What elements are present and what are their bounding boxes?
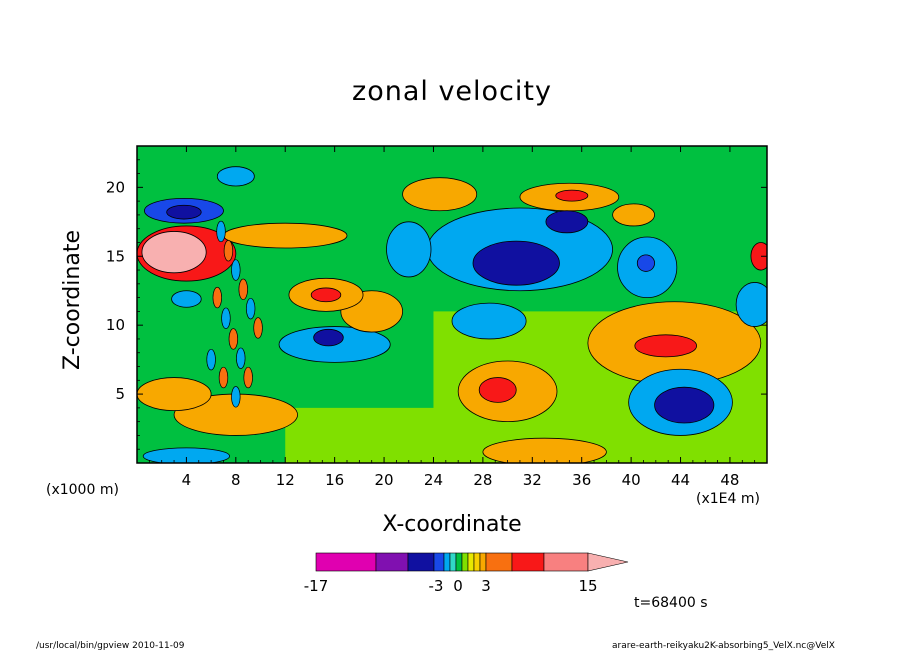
colorbar-extension-arrow <box>587 552 629 572</box>
wave-cell-10 <box>231 259 241 281</box>
contour-region-21 <box>735 282 767 327</box>
y-tick-label: 15 <box>106 247 125 265</box>
wave-cell-7 <box>231 386 241 408</box>
colorbar-segment-3 <box>433 552 445 572</box>
colorbar-tick-label: 0 <box>453 577 463 595</box>
contour-region-7 <box>472 240 560 286</box>
colorbar-segment-4 <box>443 552 451 572</box>
wave-cell-12 <box>245 297 256 320</box>
contour-region-17 <box>402 177 478 212</box>
footer-left: /usr/local/bin/gpview 2010-11-09 <box>36 641 185 651</box>
time-label: t=68400 s <box>634 595 708 611</box>
x-tick-label: 4 <box>182 471 192 489</box>
contour-region-33 <box>555 189 589 202</box>
contour-region-29 <box>171 290 202 308</box>
contour-region-10 <box>223 222 348 249</box>
x-tick-label: 24 <box>424 471 443 489</box>
x-tick-label: 20 <box>375 471 394 489</box>
x-tick-label: 48 <box>720 471 739 489</box>
colorbar-segment-6 <box>455 552 463 572</box>
contour-region-27 <box>216 166 255 187</box>
wave-cell-3 <box>236 347 246 369</box>
colorbar-segment-13 <box>543 552 589 572</box>
wave-cell-9 <box>223 240 234 262</box>
contour-region-15 <box>386 221 432 278</box>
wave-cell-13 <box>253 317 263 339</box>
contour-region-24 <box>545 210 589 234</box>
x-tick-label: 40 <box>622 471 641 489</box>
wave-cell-8 <box>216 220 226 243</box>
wave-cell-1 <box>221 307 231 329</box>
x-tick-label: 36 <box>572 471 591 489</box>
colorbar-tick-label: 15 <box>578 577 597 595</box>
plot-frame <box>136 145 768 464</box>
colorbar-segment-2 <box>407 552 435 572</box>
contour-region-13 <box>451 302 527 340</box>
colorbar-tick-label: 3 <box>481 577 491 595</box>
colorbar-tick-label: -3 <box>429 577 444 595</box>
x-tick-label: 32 <box>523 471 542 489</box>
y-tick-label: 5 <box>115 385 125 403</box>
contour-region-30 <box>313 328 344 347</box>
contour-region-23 <box>634 334 697 358</box>
contour-region-9 <box>482 437 607 463</box>
colorbar-segment-9 <box>473 552 481 572</box>
chart-title: zonal velocity <box>352 76 552 107</box>
contour-region-34 <box>636 254 655 272</box>
wave-cell-11 <box>238 278 248 301</box>
x-tick-label: 28 <box>473 471 492 489</box>
contour-region-12 <box>141 231 207 274</box>
contour-region-31 <box>166 204 202 220</box>
footer-right: arare-earth-reikyaku2K-absorbing5_VelX.n… <box>612 641 835 651</box>
colorbar-segment-5 <box>449 552 457 572</box>
contour-region-26 <box>478 377 517 403</box>
contour-region-19 <box>654 386 715 424</box>
colorbar-segment-7 <box>461 552 469 572</box>
y-tick-label: 20 <box>106 178 125 196</box>
colorbar-segment-10 <box>479 552 487 572</box>
colorbar-tick-label: -17 <box>304 577 329 595</box>
x-tick-label: 8 <box>231 471 241 489</box>
contour-region-22 <box>142 447 231 463</box>
colorbar-segment-8 <box>467 552 475 572</box>
colorbar-segment-11 <box>485 552 513 572</box>
contour-region-18 <box>137 377 212 412</box>
x-unit-label: (x1E4 m) <box>696 491 760 507</box>
contour-region-25 <box>612 203 655 227</box>
y-tick-label: 10 <box>106 316 125 334</box>
x-tick-label: 44 <box>671 471 690 489</box>
colorbar-segment-12 <box>511 552 545 572</box>
colorbar-segment-1 <box>375 552 409 572</box>
x-multiplier-label: (x1000 m) <box>46 482 119 498</box>
colorbar-segment-0 <box>315 552 377 572</box>
x-tick-label: 12 <box>276 471 295 489</box>
wave-cell-2 <box>228 328 239 350</box>
contour-region-32 <box>310 287 342 303</box>
contour-region-28 <box>750 242 767 271</box>
wave-cell-5 <box>206 348 216 371</box>
wave-cell-6 <box>218 366 229 389</box>
x-tick-label: 16 <box>325 471 344 489</box>
x-axis-label: X-coordinate <box>382 512 522 537</box>
wave-cell-0 <box>212 286 222 309</box>
wave-cell-4 <box>243 366 253 389</box>
